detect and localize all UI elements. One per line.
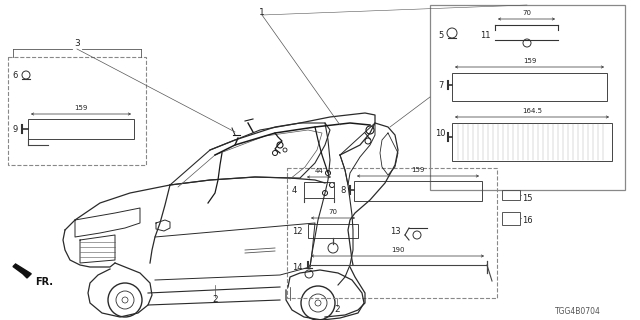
- Bar: [8, 57, 146, 165]
- Text: 16: 16: [522, 215, 532, 225]
- Text: 8: 8: [340, 186, 346, 195]
- Bar: [287, 168, 497, 298]
- Text: 5: 5: [438, 30, 444, 39]
- Bar: [502, 190, 520, 200]
- Bar: [304, 182, 334, 198]
- Text: 7: 7: [438, 81, 444, 90]
- Text: 3: 3: [74, 38, 80, 47]
- Text: 6: 6: [12, 70, 17, 79]
- Bar: [502, 212, 520, 225]
- Text: 159: 159: [74, 105, 88, 111]
- Text: 13: 13: [390, 227, 401, 236]
- Text: 10: 10: [435, 129, 445, 138]
- Bar: [452, 73, 607, 101]
- Bar: [308, 224, 358, 238]
- Bar: [354, 181, 482, 201]
- Text: 70: 70: [522, 10, 531, 16]
- Bar: [430, 5, 625, 190]
- Polygon shape: [13, 264, 31, 278]
- Text: FR.: FR.: [35, 277, 53, 287]
- Text: 9: 9: [12, 124, 17, 133]
- Text: 1: 1: [259, 7, 265, 17]
- Text: 44: 44: [315, 168, 323, 174]
- Text: TGG4B0704: TGG4B0704: [555, 307, 601, 316]
- Text: 12: 12: [292, 227, 303, 236]
- Bar: [28, 119, 134, 139]
- Text: 15: 15: [522, 194, 532, 203]
- Text: 2: 2: [334, 306, 340, 315]
- Text: 70: 70: [328, 209, 337, 215]
- Text: 190: 190: [391, 247, 404, 253]
- Text: 2: 2: [212, 295, 218, 305]
- Text: 4: 4: [292, 186, 297, 195]
- Text: 159: 159: [523, 58, 536, 64]
- Text: 159: 159: [412, 167, 425, 173]
- Text: 164.5: 164.5: [522, 108, 542, 114]
- Text: 14: 14: [292, 263, 303, 273]
- Text: 11: 11: [480, 30, 490, 39]
- Bar: [452, 123, 612, 161]
